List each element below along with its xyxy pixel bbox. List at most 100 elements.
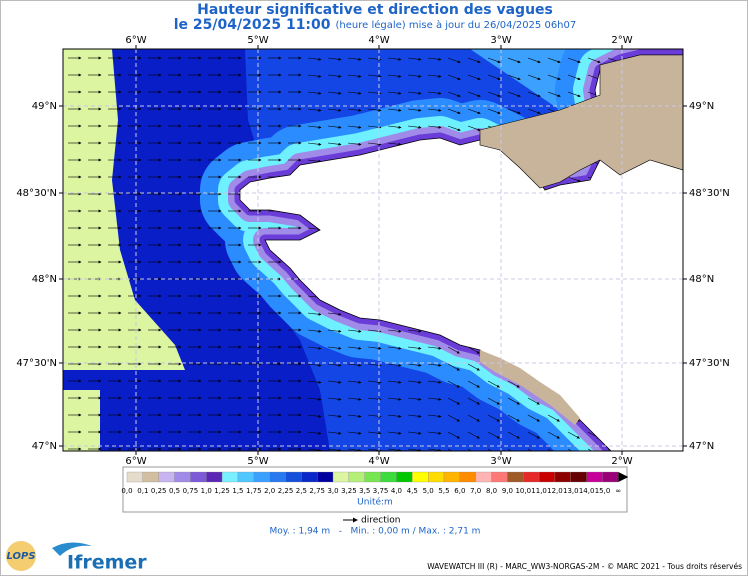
arrow bbox=[587, 57, 601, 64]
arrow bbox=[367, 431, 382, 435]
arrow bbox=[467, 380, 480, 388]
arrow bbox=[327, 142, 342, 146]
arrow bbox=[347, 414, 362, 418]
date: le 25/04/2025 11:00 bbox=[174, 17, 331, 33]
arrow bbox=[447, 108, 461, 115]
legend-swatch bbox=[475, 471, 492, 483]
arrow bbox=[367, 74, 382, 78]
lat-label: 47°N bbox=[32, 441, 57, 452]
legend-swatch bbox=[190, 471, 207, 483]
arrow bbox=[327, 57, 342, 61]
arrow bbox=[347, 125, 362, 129]
legend-swatch bbox=[285, 471, 302, 483]
arrow bbox=[427, 380, 442, 384]
legend-swatch bbox=[507, 471, 524, 483]
arrow bbox=[407, 363, 422, 367]
arrow bbox=[347, 57, 362, 61]
arrow bbox=[527, 414, 540, 422]
arrow bbox=[347, 74, 362, 78]
arrow bbox=[427, 125, 442, 129]
arrow bbox=[407, 346, 422, 350]
arrow bbox=[407, 397, 422, 401]
arrow bbox=[467, 57, 481, 64]
arrow bbox=[567, 91, 581, 98]
arrow bbox=[347, 346, 362, 350]
arrow bbox=[327, 363, 342, 367]
arrow bbox=[307, 363, 322, 367]
arrow bbox=[447, 91, 461, 98]
legend-label: 0,0 bbox=[121, 487, 132, 495]
arrow bbox=[527, 74, 541, 81]
arrow bbox=[467, 108, 481, 115]
lon-label: 5°W bbox=[247, 35, 268, 46]
arrow bbox=[447, 346, 460, 354]
arrow bbox=[547, 414, 560, 422]
legend-label: 10,0 bbox=[515, 487, 531, 495]
arrow bbox=[387, 57, 402, 61]
arrow bbox=[467, 414, 480, 422]
graticule bbox=[63, 49, 683, 451]
legend-label: 13,0 bbox=[563, 487, 579, 495]
lon-label: 6°W bbox=[125, 35, 146, 46]
arrow bbox=[567, 176, 581, 183]
arrow bbox=[327, 91, 342, 95]
legend-label: 1,25 bbox=[214, 487, 230, 495]
legend-label: 8,0 bbox=[486, 487, 497, 495]
arrow bbox=[307, 414, 322, 418]
arrow bbox=[467, 74, 481, 81]
legend-swatch bbox=[570, 471, 587, 483]
arrow bbox=[327, 431, 342, 435]
arrow bbox=[527, 91, 541, 98]
arrow bbox=[467, 448, 473, 451]
legend-swatch bbox=[586, 471, 603, 483]
legend-swatch bbox=[427, 471, 445, 483]
arrow bbox=[467, 346, 480, 354]
arrow bbox=[527, 57, 541, 64]
arrow bbox=[507, 74, 521, 81]
legend-label: 2,25 bbox=[278, 487, 294, 495]
arrow bbox=[307, 142, 322, 146]
arrow bbox=[587, 448, 593, 451]
legend-label: ∞ bbox=[615, 487, 621, 495]
legend-swatch bbox=[554, 471, 571, 483]
arrow bbox=[427, 91, 442, 95]
legend-swatch bbox=[380, 471, 397, 483]
arrow bbox=[507, 431, 520, 439]
arrow bbox=[307, 312, 322, 316]
arrow bbox=[467, 397, 480, 405]
lat-label: 48°30'N bbox=[689, 188, 730, 199]
legend-swatch bbox=[348, 471, 365, 483]
arrow bbox=[467, 125, 481, 132]
arrow bbox=[507, 397, 520, 405]
arrow bbox=[407, 125, 422, 129]
arrow bbox=[387, 142, 402, 146]
arrow bbox=[327, 346, 342, 350]
legend-label: 3,0 bbox=[327, 487, 338, 495]
land-shallow bbox=[480, 350, 580, 425]
arrow bbox=[487, 380, 500, 388]
lops-logo bbox=[6, 541, 36, 571]
arrow bbox=[447, 380, 460, 388]
legend-label: 9,0 bbox=[502, 487, 513, 495]
arrow bbox=[407, 380, 422, 384]
lat-label: 49°N bbox=[689, 101, 714, 112]
legend-swatch bbox=[317, 471, 334, 483]
arrow bbox=[327, 74, 342, 78]
arrow bbox=[567, 448, 573, 451]
legend-label: 3,5 bbox=[359, 487, 370, 495]
stats: Moy. : 1,94 m - Min. : 0,00 m / Max. : 2… bbox=[270, 527, 481, 537]
arrow bbox=[407, 108, 422, 112]
legend-label: 14,0 bbox=[579, 487, 595, 495]
arrow bbox=[387, 380, 402, 384]
legend-label: 2,0 bbox=[264, 487, 275, 495]
arrow bbox=[387, 448, 402, 451]
legend-label: 7,0 bbox=[470, 487, 481, 495]
arrow bbox=[447, 125, 461, 132]
arrow bbox=[547, 74, 561, 81]
legend-swatch bbox=[174, 471, 191, 483]
arrow bbox=[407, 431, 422, 435]
arrow bbox=[507, 57, 521, 64]
legend-label: 2,5 bbox=[296, 487, 307, 495]
credit: WAVEWATCH III (R) - MARC_WW3-NORGAS-2M -… bbox=[427, 562, 742, 571]
arrow bbox=[547, 448, 553, 451]
